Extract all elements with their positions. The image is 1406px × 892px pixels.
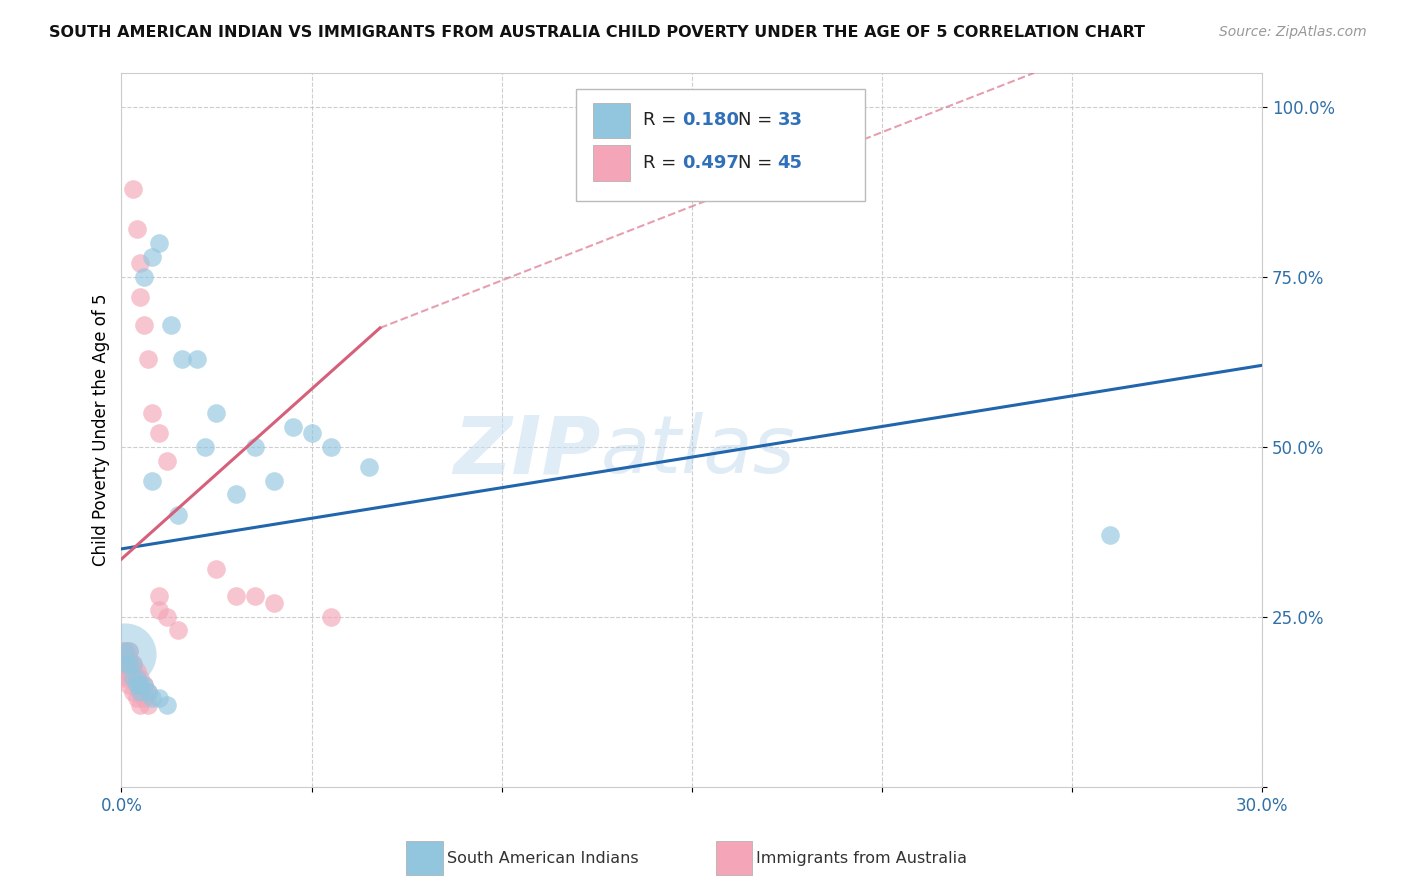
Point	[156, 610, 179, 624]
Point	[263, 596, 285, 610]
Point	[319, 610, 342, 624]
Point	[129, 698, 152, 713]
Point	[194, 440, 217, 454]
Point	[1098, 528, 1121, 542]
Point	[121, 181, 143, 195]
Text: R =: R =	[643, 112, 682, 129]
Point	[114, 671, 136, 685]
Text: 33: 33	[778, 112, 803, 129]
Point	[224, 590, 246, 604]
Point	[224, 487, 246, 501]
Point	[121, 671, 143, 685]
Text: atlas: atlas	[600, 412, 796, 491]
Text: 0.497: 0.497	[682, 154, 738, 172]
Point	[114, 657, 136, 672]
Point	[125, 678, 148, 692]
Point	[134, 678, 156, 692]
Point	[243, 590, 266, 604]
Point	[118, 644, 141, 658]
Point	[121, 671, 143, 685]
Point	[121, 665, 143, 679]
Text: South American Indians: South American Indians	[447, 851, 638, 865]
Point	[263, 474, 285, 488]
Point	[125, 678, 148, 692]
Point	[129, 256, 152, 270]
Point	[118, 644, 141, 658]
Point	[301, 426, 323, 441]
Point	[121, 657, 143, 672]
Point	[114, 644, 136, 658]
Point	[110, 644, 132, 658]
Point	[121, 657, 143, 672]
Point	[114, 644, 136, 658]
Text: Immigrants from Australia: Immigrants from Australia	[756, 851, 967, 865]
Point	[141, 691, 163, 706]
Point	[156, 453, 179, 467]
Text: Source: ZipAtlas.com: Source: ZipAtlas.com	[1219, 25, 1367, 39]
Text: N =: N =	[738, 112, 778, 129]
Point	[134, 678, 156, 692]
Text: R =: R =	[643, 154, 682, 172]
Point	[148, 426, 170, 441]
Text: SOUTH AMERICAN INDIAN VS IMMIGRANTS FROM AUSTRALIA CHILD POVERTY UNDER THE AGE O: SOUTH AMERICAN INDIAN VS IMMIGRANTS FROM…	[49, 25, 1146, 40]
Point	[186, 351, 208, 366]
Point	[125, 665, 148, 679]
Point	[125, 222, 148, 236]
Point	[167, 624, 190, 638]
Point	[136, 698, 159, 713]
Point	[160, 318, 183, 332]
Point	[129, 678, 152, 692]
Point	[125, 691, 148, 706]
Point	[118, 650, 141, 665]
Point	[118, 657, 141, 672]
Point	[136, 684, 159, 698]
Point	[141, 406, 163, 420]
Point	[357, 460, 380, 475]
Point	[205, 562, 228, 576]
Point	[243, 440, 266, 454]
Text: 0.180: 0.180	[682, 112, 740, 129]
Point	[125, 671, 148, 685]
Point	[148, 590, 170, 604]
Point	[114, 665, 136, 679]
Point	[129, 684, 152, 698]
Point	[129, 684, 152, 698]
Point	[134, 318, 156, 332]
Point	[129, 290, 152, 304]
Text: ZIP: ZIP	[453, 412, 600, 491]
Point	[121, 684, 143, 698]
Point	[118, 678, 141, 692]
Point	[118, 657, 141, 672]
Point	[118, 665, 141, 679]
Point	[114, 650, 136, 665]
Point	[114, 647, 136, 661]
Point	[114, 657, 136, 672]
Point	[148, 603, 170, 617]
Point	[148, 235, 170, 250]
Point	[141, 250, 163, 264]
Point	[319, 440, 342, 454]
Point	[167, 508, 190, 522]
Point	[148, 691, 170, 706]
Y-axis label: Child Poverty Under the Age of 5: Child Poverty Under the Age of 5	[93, 293, 110, 566]
Point	[172, 351, 194, 366]
Point	[205, 406, 228, 420]
Point	[134, 691, 156, 706]
Point	[136, 684, 159, 698]
Point	[134, 269, 156, 284]
Text: N =: N =	[738, 154, 778, 172]
Point	[129, 671, 152, 685]
Point	[141, 474, 163, 488]
Point	[136, 351, 159, 366]
Point	[281, 419, 304, 434]
Text: 45: 45	[778, 154, 803, 172]
Point	[156, 698, 179, 713]
